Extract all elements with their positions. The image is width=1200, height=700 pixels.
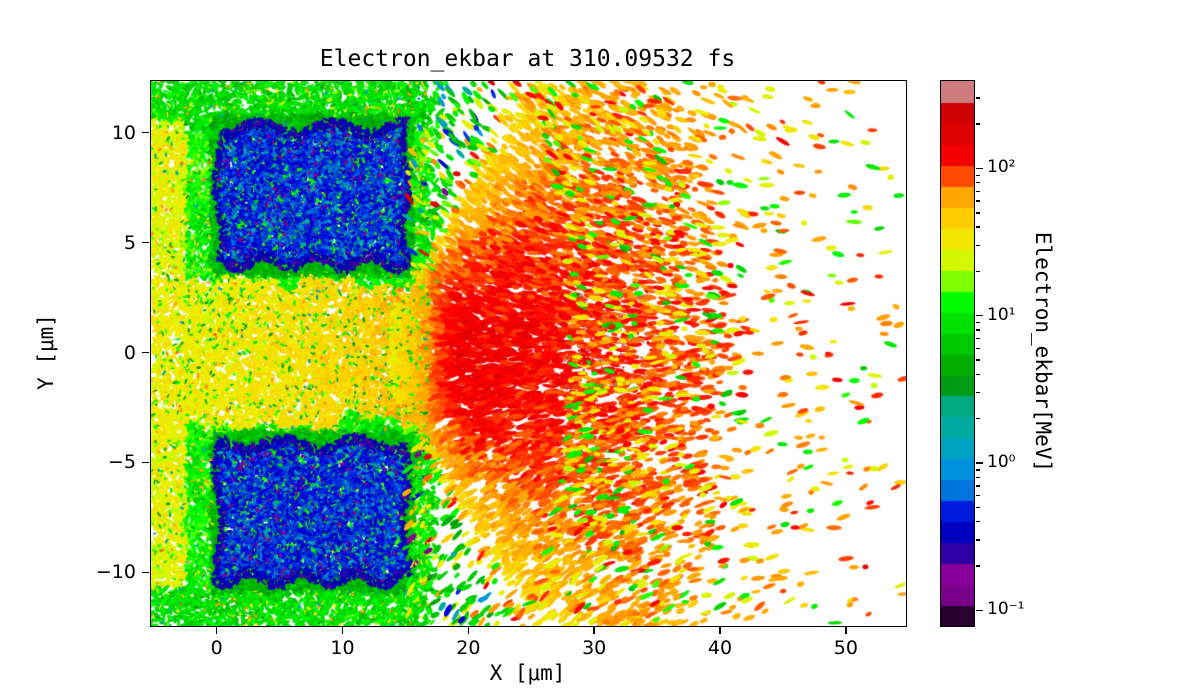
colorbar (940, 80, 975, 627)
colorbar-minor-tick (976, 123, 980, 125)
colorbar-tick-label: 10² (987, 157, 1016, 178)
plot-title: Electron_ekbar at 310.09532 fs (319, 46, 736, 72)
colorbar-tick-label: 10¹ (987, 304, 1016, 325)
colorbar-label: Electron_ekbar[MeV] (1031, 231, 1055, 473)
y-tick-label: −5 (107, 451, 136, 474)
y-tick (141, 571, 149, 573)
colorbar-minor-tick (976, 337, 980, 340)
colorbar-minor-tick (976, 418, 980, 420)
colorbar-minor-tick (976, 226, 980, 228)
colorbar-minor-tick (976, 495, 980, 497)
x-tick (341, 627, 344, 634)
plot-frame (150, 80, 907, 627)
y-tick (141, 461, 149, 464)
colorbar-minor-tick (976, 212, 980, 214)
x-tick-label: 40 (707, 637, 733, 659)
x-tick-label: 30 (582, 637, 607, 659)
y-axis-label: Y [μm] (34, 314, 58, 390)
x-tick-label: 50 (833, 637, 858, 659)
x-tick (467, 627, 470, 634)
colorbar-tick (976, 609, 983, 611)
x-tick-label: 10 (330, 637, 355, 659)
colorbar-minor-tick (976, 190, 980, 192)
colorbar-minor-tick (976, 182, 980, 184)
colorbar-minor-tick (976, 565, 980, 567)
colorbar-tick (976, 314, 983, 317)
y-tick-label: −10 (95, 561, 136, 584)
colorbar-canvas (941, 81, 974, 626)
colorbar-minor-tick (976, 506, 980, 509)
x-tick (719, 627, 721, 634)
y-tick (141, 241, 149, 244)
colorbar-minor-tick (976, 539, 980, 541)
colorbar-minor-tick (976, 520, 980, 523)
colorbar-minor-tick (976, 321, 980, 324)
y-tick-label: 0 (123, 341, 136, 364)
y-tick-label: 5 (123, 231, 136, 254)
colorbar-minor-tick (976, 329, 980, 331)
colorbar-tick-label: 10⁰ (987, 451, 1016, 472)
colorbar-minor-tick (976, 485, 980, 487)
heatmap-canvas (151, 81, 906, 626)
colorbar-minor-tick (976, 476, 980, 479)
y-tick (141, 131, 149, 134)
colorbar-minor-tick (976, 347, 980, 350)
x-tick (215, 627, 218, 634)
colorbar-tick (976, 462, 983, 464)
x-tick-label: 20 (456, 637, 481, 659)
x-axis-label: X [μm] (489, 661, 566, 685)
colorbar-minor-tick (976, 373, 980, 376)
colorbar-minor-tick (976, 97, 980, 99)
colorbar-tick-label: 10⁻¹ (987, 599, 1025, 620)
x-tick (593, 627, 595, 634)
colorbar-minor-tick (976, 200, 980, 202)
colorbar-minor-tick (976, 359, 980, 361)
colorbar-minor-tick (976, 392, 980, 394)
colorbar-minor-tick (976, 244, 980, 247)
x-tick-label: 0 (210, 637, 223, 659)
colorbar-minor-tick (976, 174, 980, 176)
x-tick (845, 627, 847, 634)
colorbar-minor-tick (976, 469, 980, 471)
y-tick (141, 351, 149, 354)
colorbar-tick (976, 167, 983, 170)
y-tick-label: 10 (111, 121, 136, 144)
colorbar-minor-tick (976, 270, 980, 273)
